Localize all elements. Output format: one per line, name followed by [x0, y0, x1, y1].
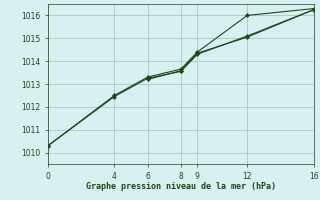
X-axis label: Graphe pression niveau de la mer (hPa): Graphe pression niveau de la mer (hPa) [86, 182, 276, 191]
